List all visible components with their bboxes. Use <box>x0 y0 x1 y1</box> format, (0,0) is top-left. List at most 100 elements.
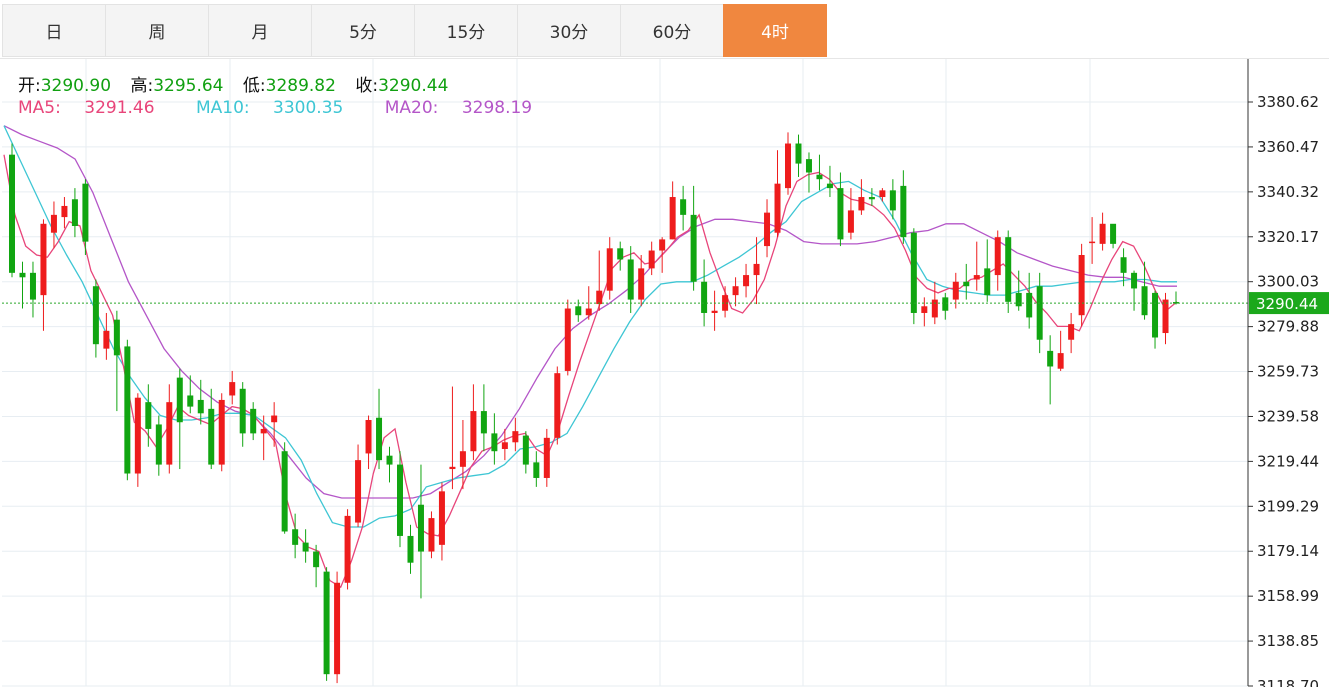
candle <box>1099 212 1106 251</box>
candle <box>197 379 204 425</box>
candle-body <box>92 286 99 345</box>
last-price-label: 3290.44 <box>1256 295 1318 313</box>
candle <box>816 154 823 191</box>
candle <box>1120 248 1127 287</box>
candle <box>910 228 917 325</box>
price-tick-label: 3380.62 <box>1257 93 1319 111</box>
candle-body <box>1110 223 1117 244</box>
candle <box>638 255 645 307</box>
tab-week[interactable]: 周 <box>105 4 209 57</box>
tab-30min[interactable]: 30分 <box>517 4 621 57</box>
ma5-value: 3291.46 <box>84 98 155 118</box>
tab-5min[interactable]: 5分 <box>311 4 415 57</box>
candle <box>1162 292 1169 345</box>
candle <box>1005 230 1012 313</box>
candle <box>145 384 152 447</box>
candle-body <box>1162 299 1169 334</box>
candle-body <box>29 272 36 300</box>
candle <box>617 241 624 271</box>
close-value: 3290.44 <box>378 76 449 96</box>
candle-body <box>1078 255 1085 316</box>
candle-body <box>847 210 854 233</box>
candle-body <box>1120 257 1127 273</box>
candle-body <box>208 408 215 465</box>
candle-body <box>533 462 540 478</box>
candle-body <box>1152 292 1159 338</box>
candle <box>1068 312 1075 354</box>
candle <box>1089 217 1096 264</box>
candle <box>743 263 750 298</box>
candle-body <box>669 197 676 240</box>
candle-body <box>103 330 110 349</box>
candle-body <box>984 268 991 296</box>
candle <box>365 415 372 470</box>
candle-body <box>397 464 403 536</box>
candle-body <box>239 388 246 434</box>
candle-body <box>1047 350 1054 367</box>
candle-body <box>292 529 299 545</box>
tab-month[interactable]: 月 <box>208 4 312 57</box>
candle-body <box>512 431 519 443</box>
tab-4hour[interactable]: 4时 <box>723 4 827 57</box>
ma-readout: MA5: 3291.46 MA10: 3300.35 MA20: 3298.19 <box>18 98 568 118</box>
candle <box>166 384 173 474</box>
ma5-line <box>3 154 1178 589</box>
candle-body <box>627 259 634 300</box>
candle <box>134 393 141 487</box>
candle <box>428 511 435 559</box>
candle <box>847 188 854 240</box>
candle <box>208 388 215 470</box>
candle <box>29 261 36 318</box>
candle-body <box>722 295 729 311</box>
candle-body <box>417 504 424 552</box>
ma20-value: 3298.19 <box>461 98 533 118</box>
candle <box>218 393 225 472</box>
chart-grid <box>2 59 1248 687</box>
candle-body <box>260 428 267 434</box>
candle <box>376 388 383 470</box>
ma10-label: MA10: <box>195 98 250 118</box>
tab-60min[interactable]: 60分 <box>620 4 724 57</box>
candle <box>292 513 299 559</box>
candle-body <box>795 143 802 164</box>
candle <box>9 143 15 278</box>
candle <box>281 442 288 534</box>
candle-body <box>1131 272 1138 289</box>
candle <box>491 413 498 465</box>
candle <box>879 188 886 202</box>
candle <box>774 150 781 238</box>
candle <box>533 451 540 487</box>
candle <box>764 199 771 258</box>
candle-body <box>638 268 645 300</box>
candle <box>564 299 571 376</box>
price-tick-label: 3118.70 <box>1257 677 1319 687</box>
candle <box>124 339 131 481</box>
candle <box>113 310 120 412</box>
candle-body <box>1005 237 1012 302</box>
candle-body <box>868 197 875 200</box>
candle-body <box>753 263 760 276</box>
candle <box>407 524 414 574</box>
candle-body <box>449 466 456 470</box>
candle-body <box>271 415 278 423</box>
candle-body <box>826 183 833 189</box>
last-price-tag <box>1249 292 1329 315</box>
candle-body <box>145 402 152 429</box>
price-tick-label: 3179.14 <box>1257 542 1319 560</box>
candle-body <box>250 408 257 434</box>
candle <box>753 237 760 305</box>
price-tick-label: 3138.85 <box>1257 632 1319 650</box>
candle-body <box>606 248 613 291</box>
candle-body <box>575 306 582 316</box>
ma5-readout: MA5: 3291.46 <box>18 98 173 118</box>
moving-average-lines <box>3 125 1178 589</box>
candle-body <box>197 399 204 414</box>
tab-day[interactable]: 日 <box>2 4 106 57</box>
candle-body <box>218 399 225 465</box>
candle-body <box>323 571 330 675</box>
candle <box>963 263 970 300</box>
candle <box>942 292 949 320</box>
tab-15min[interactable]: 15分 <box>414 4 518 57</box>
candle <box>522 431 529 474</box>
